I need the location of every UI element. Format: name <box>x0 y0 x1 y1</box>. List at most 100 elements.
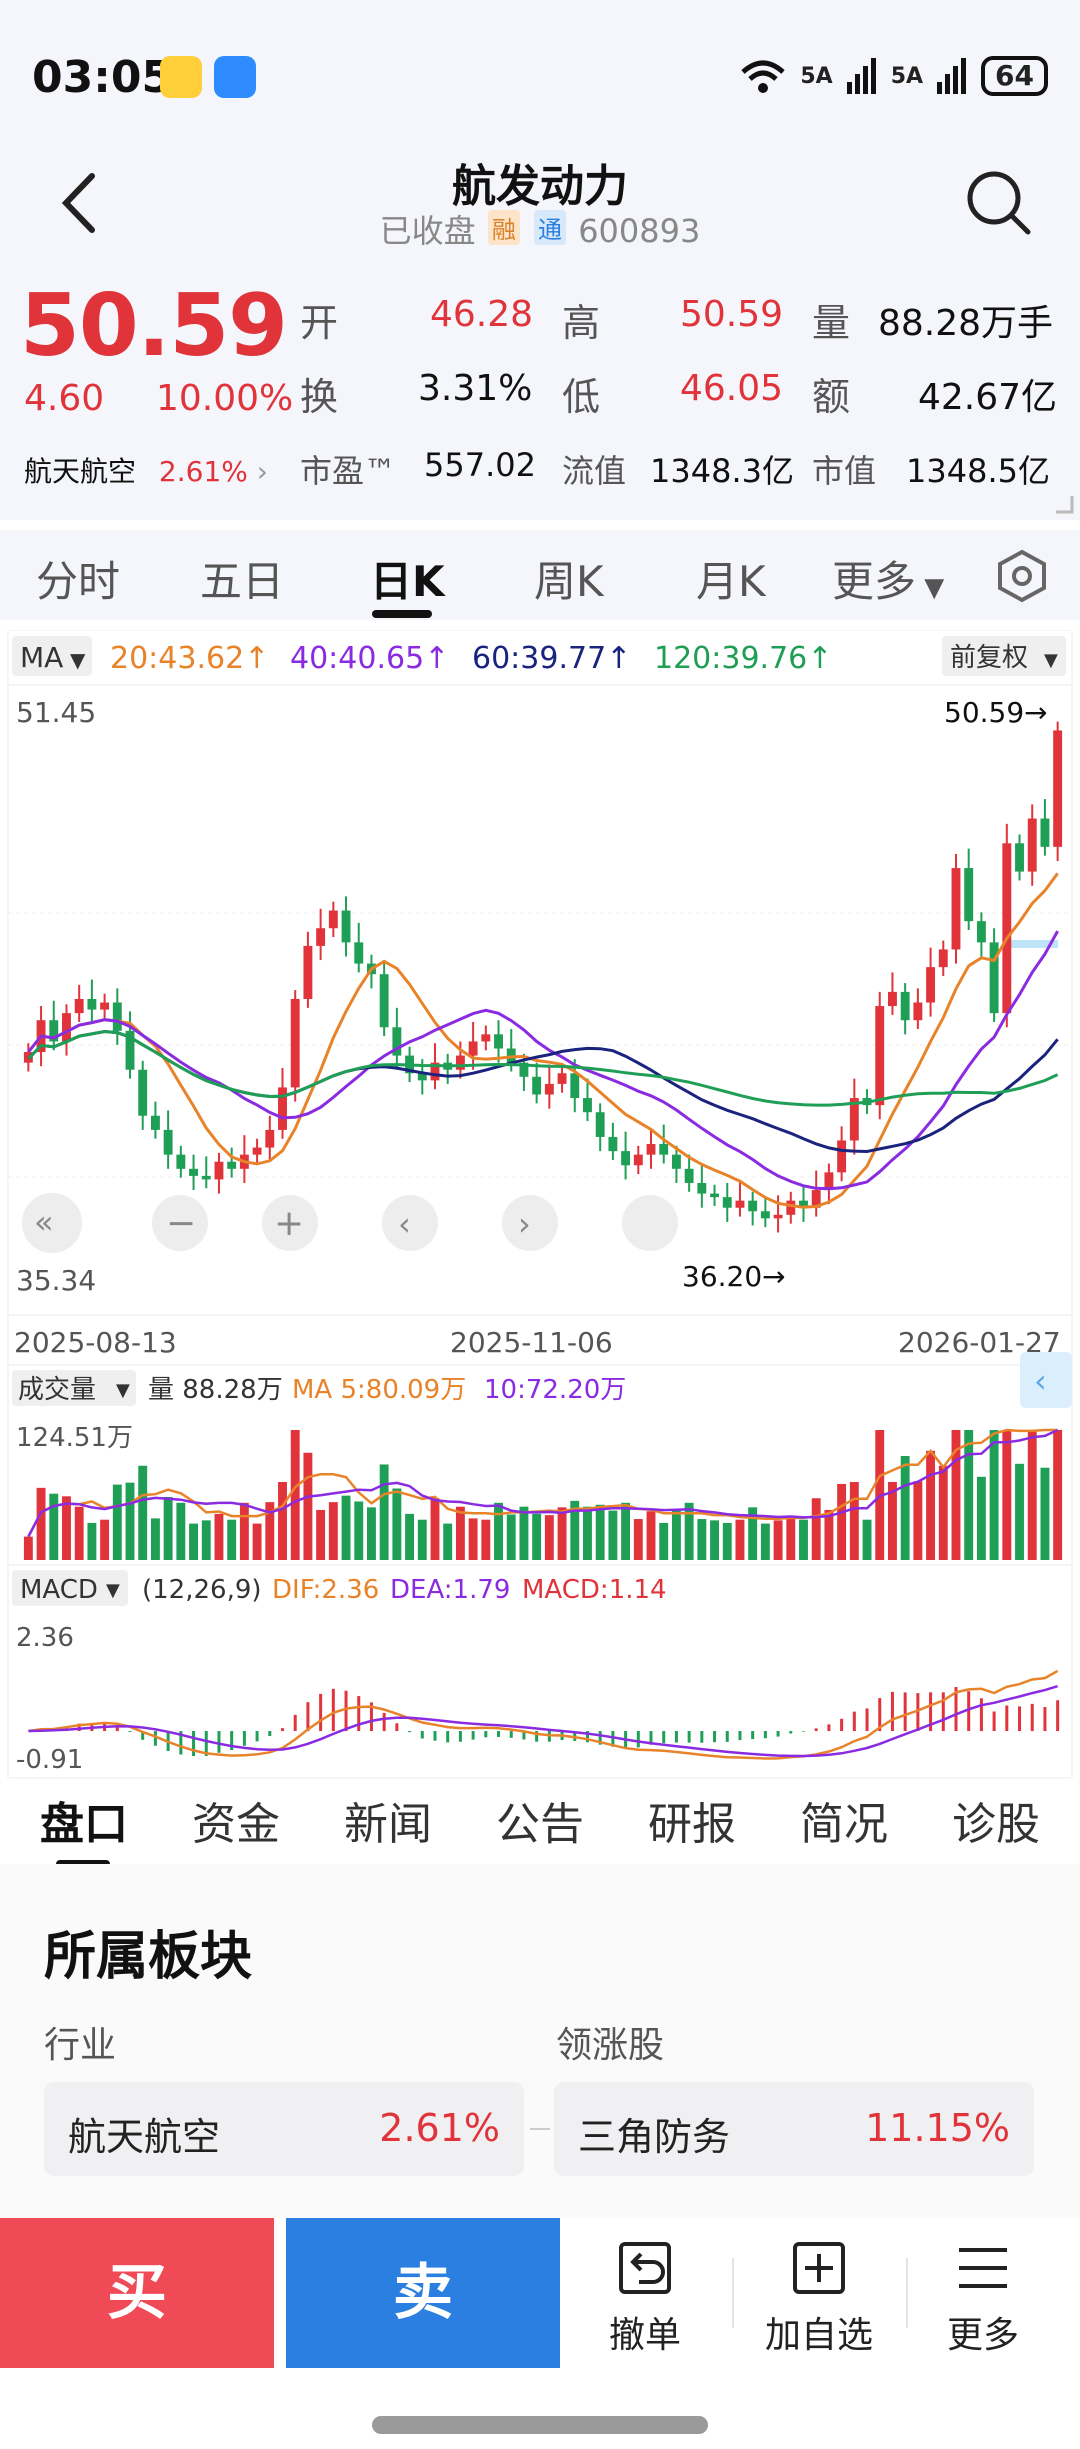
tab-intraday[interactable]: 分时 <box>36 557 121 606</box>
home-indicator[interactable] <box>372 2416 708 2434</box>
leader-label: 领涨股 <box>556 2025 665 2066</box>
volume-bar <box>849 1482 859 1560</box>
candle-body <box>760 1211 770 1219</box>
float-cap-label: 流值 <box>562 452 627 490</box>
low-value: 46.05 <box>680 368 784 409</box>
candle-body <box>252 1147 262 1155</box>
add-watchlist-button[interactable]: 加自选 <box>734 2218 904 2368</box>
rewind-button[interactable] <box>22 1193 82 1253</box>
candle-body <box>341 910 351 943</box>
candle-body <box>392 1027 402 1056</box>
volume-bar <box>824 1509 834 1560</box>
chevron-left-icon: ‹ <box>398 1205 411 1243</box>
candle-body <box>481 1034 491 1042</box>
candle-body <box>989 942 999 1014</box>
scroll-left-button[interactable] <box>382 1195 438 1251</box>
candle-body <box>595 1112 605 1137</box>
candle-body <box>697 1182 707 1194</box>
industry-card[interactable]: 航天航空 2.61% <box>44 2082 524 2176</box>
candle-body <box>189 1168 198 1176</box>
buy-button[interactable]: 买 <box>0 2218 274 2368</box>
volume-dropdown[interactable] <box>12 1370 136 1406</box>
search-icon[interactable] <box>964 168 1034 238</box>
volume-ma10: 10:72.20万 <box>484 1375 626 1405</box>
dea-line <box>28 1685 1058 1758</box>
tab-news[interactable]: 新闻 <box>344 1799 432 1850</box>
macd-axis-min: -0.91 <box>16 1745 83 1775</box>
volume-bar <box>760 1523 770 1560</box>
volume-bar <box>862 1519 872 1560</box>
candle-body <box>837 1140 847 1173</box>
tab-research[interactable]: 研报 <box>648 1799 736 1850</box>
tab-monthly-k[interactable]: 月K <box>696 557 766 606</box>
volume-bar <box>748 1507 758 1560</box>
adjust-dropdown[interactable] <box>942 636 1066 676</box>
action-bar: 买 卖 撤单 加自选 更多 <box>0 2218 1080 2368</box>
period-toggle-button[interactable] <box>622 1195 678 1251</box>
industry-pct: 2.61% <box>379 2106 500 2150</box>
candle-body <box>532 1076 542 1095</box>
cancel-order-button[interactable]: 撤单 <box>560 2218 730 2368</box>
candle-body <box>1002 843 1012 1014</box>
sector-link[interactable]: 航天航空 2.61% › <box>24 450 268 490</box>
candle-body <box>417 1073 427 1081</box>
volume-bar <box>671 1510 681 1560</box>
minus-icon: − <box>166 1203 196 1244</box>
back-arrow-icon[interactable] <box>52 168 112 238</box>
macd-axis-max: 2.36 <box>16 1623 74 1653</box>
volume-bar <box>773 1520 783 1560</box>
volume-dropdown-label: 成交量 <box>18 1375 96 1405</box>
volume-bar <box>214 1513 224 1560</box>
kline-chart[interactable]: MA ▼ 20:43.62↑ 40:40.65↑ 60:39.77↑ 120:3… <box>0 630 1080 1780</box>
volume-bars <box>23 1430 1063 1560</box>
weibo-app-icon <box>160 56 202 98</box>
tab-announcements[interactable]: 公告 <box>496 1799 584 1850</box>
collapse-panel-button[interactable] <box>1020 1352 1072 1408</box>
stock-code: 600893 <box>578 212 701 250</box>
volume-value: 88.28万手 <box>878 303 1054 344</box>
float-cap-value: 1348.3亿 <box>650 452 794 490</box>
candle-body <box>633 1154 643 1166</box>
volume-bar <box>87 1522 97 1560</box>
candle-body <box>926 967 936 1003</box>
tab-diagnosis[interactable]: 诊股 <box>952 1799 1040 1850</box>
candle-body <box>1015 843 1024 872</box>
scroll-right-button[interactable] <box>502 1195 558 1251</box>
volume-bar <box>23 1536 33 1560</box>
volume-bar <box>646 1511 656 1560</box>
settings-hexagon-icon[interactable] <box>994 548 1050 604</box>
leader-card[interactable]: 三角防务 11.15% <box>554 2082 1034 2176</box>
tab-more[interactable]: 更多 ▼ <box>832 548 944 609</box>
macd-dropdown[interactable] <box>12 1570 128 1606</box>
volume-label: 量 <box>812 301 851 345</box>
market-cap-value: 1348.5亿 <box>906 452 1050 490</box>
tab-funds[interactable]: 资金 <box>192 1799 280 1850</box>
zoom-out-button[interactable] <box>152 1195 208 1251</box>
tab-profile[interactable]: 简况 <box>800 1799 888 1850</box>
volume-bar <box>557 1507 567 1560</box>
volume-bar <box>341 1495 351 1560</box>
volume-bar <box>189 1523 198 1560</box>
tab-weekly-k[interactable]: 周K <box>534 557 604 606</box>
volume-bar <box>150 1518 160 1560</box>
section-title: 所属板块 <box>44 1927 253 1987</box>
more-button[interactable]: 更多 <box>898 2218 1068 2368</box>
candle-body <box>1027 818 1037 872</box>
tab-more-label: 更多 <box>832 557 917 606</box>
volume-bar <box>176 1502 186 1560</box>
tab-order-book[interactable]: 盘口 <box>40 1799 128 1850</box>
sell-button[interactable]: 卖 <box>286 2218 560 2368</box>
volume-bar <box>405 1513 415 1560</box>
connect-tag: 通 <box>534 210 567 245</box>
volume-bar <box>926 1450 936 1560</box>
zoom-in-button[interactable] <box>262 1195 318 1251</box>
tab-daily-k[interactable]: 日K <box>370 557 445 606</box>
candle-body <box>265 1129 275 1148</box>
tab-five-day[interactable]: 五日 <box>200 557 285 606</box>
expand-corner-icon[interactable] <box>1052 492 1076 516</box>
open-value: 46.28 <box>430 294 534 335</box>
ma-dropdown[interactable] <box>12 636 92 676</box>
volume-bar <box>621 1502 631 1560</box>
volume-bar <box>354 1501 364 1560</box>
volume-bar <box>811 1498 821 1560</box>
